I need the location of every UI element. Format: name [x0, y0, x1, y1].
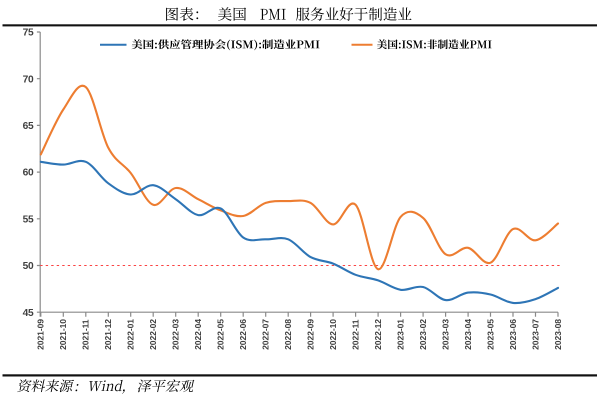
svg-text:2022-10: 2022-10: [328, 319, 338, 350]
svg-text:2021-10: 2021-10: [58, 319, 68, 350]
svg-text:2022-11: 2022-11: [351, 319, 361, 350]
svg-text:2023-07: 2023-07: [530, 319, 540, 350]
svg-text:50: 50: [23, 261, 34, 272]
svg-text:2022-09: 2022-09: [306, 319, 316, 350]
svg-text:2022-06: 2022-06: [238, 319, 248, 350]
svg-text:2022-05: 2022-05: [216, 319, 226, 350]
svg-text:2023-08: 2023-08: [553, 319, 563, 350]
svg-text:45: 45: [23, 308, 34, 319]
svg-text:2021-11: 2021-11: [81, 319, 91, 350]
svg-text:75: 75: [23, 28, 34, 39]
svg-text:65: 65: [23, 121, 34, 132]
svg-text:2023-02: 2023-02: [418, 319, 428, 350]
svg-text:2022-03: 2022-03: [171, 319, 181, 350]
svg-text:2022-12: 2022-12: [373, 319, 383, 350]
svg-text:2023-03: 2023-03: [441, 319, 451, 350]
svg-text:2021-12: 2021-12: [103, 319, 113, 350]
svg-text:2023-06: 2023-06: [508, 319, 518, 350]
svg-text:2023-05: 2023-05: [485, 319, 495, 350]
svg-text:2022-02: 2022-02: [148, 319, 158, 350]
svg-text:2021-09: 2021-09: [36, 319, 46, 350]
svg-text:70: 70: [23, 74, 34, 85]
svg-text:2022-01: 2022-01: [126, 319, 136, 350]
svg-text:60: 60: [23, 168, 34, 179]
svg-text:2023-01: 2023-01: [396, 319, 406, 350]
svg-text:2022-08: 2022-08: [283, 319, 293, 350]
svg-text:55: 55: [23, 214, 34, 225]
svg-text:2022-04: 2022-04: [193, 319, 203, 350]
svg-text:2023-04: 2023-04: [463, 319, 473, 350]
svg-text:2022-07: 2022-07: [261, 319, 271, 350]
